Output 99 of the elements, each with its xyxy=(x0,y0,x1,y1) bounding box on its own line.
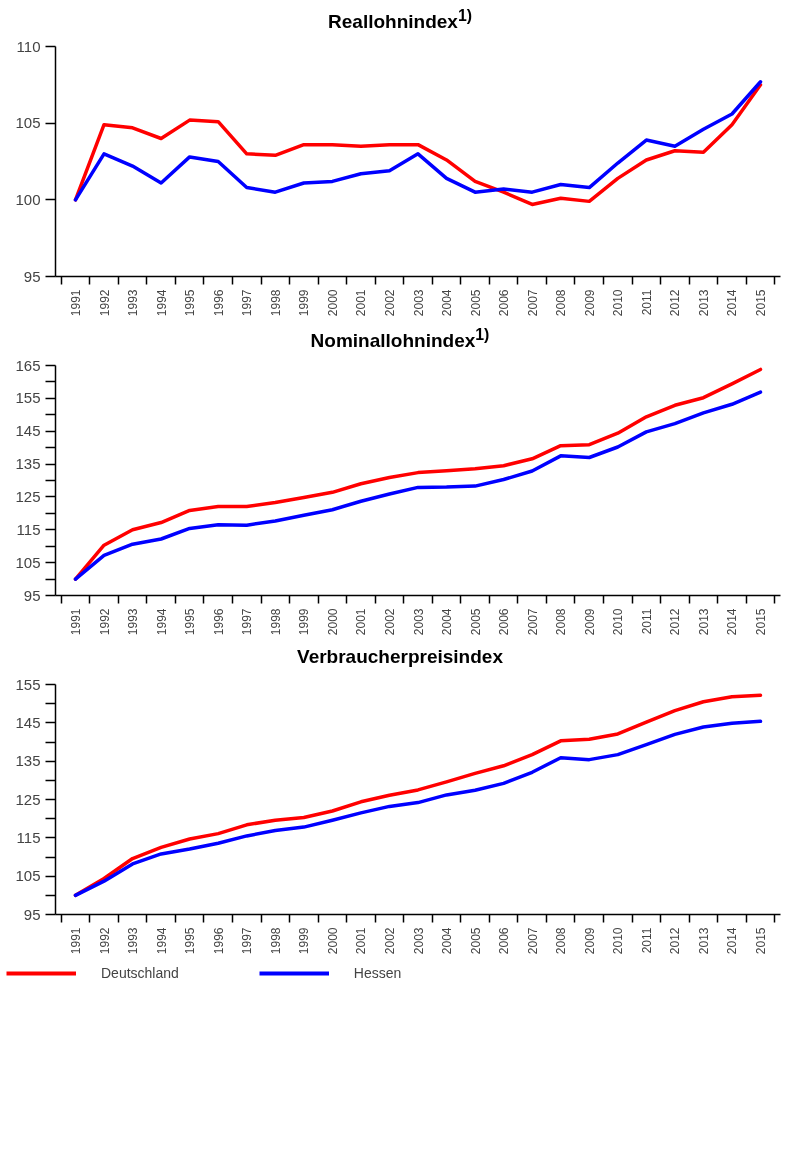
x-tick-label: 2010 xyxy=(611,608,626,636)
x-tick-label: 2007 xyxy=(525,289,540,317)
x-tick-label: 2015 xyxy=(754,608,769,636)
x-tick-label: 1994 xyxy=(154,289,169,317)
x-tick-label: 2007 xyxy=(525,608,540,636)
x-tick-label: 2009 xyxy=(582,927,597,955)
x-tick-label: 2008 xyxy=(554,608,569,636)
y-tick-label: 125 xyxy=(15,790,41,808)
x-tick-label: 1992 xyxy=(97,608,112,636)
x-tick-label: 2006 xyxy=(497,927,512,955)
x-tick-label: 1992 xyxy=(97,927,112,955)
y-tick-label: 95 xyxy=(23,905,41,923)
x-tick-label: 1996 xyxy=(211,927,226,955)
x-tick-label: 2003 xyxy=(411,289,426,317)
chart-title: Verbraucherpreisindex xyxy=(296,645,504,669)
y-tick-label: 165 xyxy=(15,356,41,374)
x-tick-label: 2011 xyxy=(639,927,654,954)
x-tick-label: 2012 xyxy=(668,289,683,317)
y-tick-label: 95 xyxy=(23,267,41,285)
x-tick-label: 2005 xyxy=(468,927,483,955)
y-tick-label: 105 xyxy=(15,867,41,885)
y-tick-label: 135 xyxy=(15,752,41,770)
x-tick-label: 2000 xyxy=(325,927,340,955)
x-tick-label: 2005 xyxy=(468,289,483,317)
x-tick-label: 2000 xyxy=(325,608,340,636)
x-tick-label: 2008 xyxy=(554,289,569,317)
x-tick-label: 2002 xyxy=(382,608,397,636)
x-tick-label: 1993 xyxy=(126,289,141,317)
x-tick-label: 2015 xyxy=(754,289,769,317)
x-tick-label: 1994 xyxy=(154,608,169,636)
x-tick-label: 2004 xyxy=(440,608,455,636)
x-tick-label: 1997 xyxy=(240,927,255,955)
x-tick-label: 1991 xyxy=(68,289,83,317)
x-tick-label: 2012 xyxy=(668,608,683,636)
x-tick-label: 1992 xyxy=(97,289,112,317)
x-tick-label: 1999 xyxy=(297,608,312,636)
x-tick-label: 2009 xyxy=(582,289,597,317)
x-tick-label: 2006 xyxy=(497,608,512,636)
x-tick-label: 2009 xyxy=(582,608,597,636)
y-tick-label: 155 xyxy=(15,389,41,407)
legend-label: Deutschland xyxy=(101,965,179,981)
y-tick-label: 100 xyxy=(15,190,41,208)
y-tick-label: 105 xyxy=(15,114,41,132)
x-tick-label: 1998 xyxy=(268,927,283,955)
x-tick-label: 1993 xyxy=(126,608,141,636)
x-tick-label: 1995 xyxy=(183,289,198,317)
x-tick-label: 1996 xyxy=(211,289,226,317)
y-tick-label: 135 xyxy=(15,455,41,473)
y-tick-label: 145 xyxy=(15,422,41,440)
x-tick-label: 1998 xyxy=(268,608,283,636)
x-tick-label: 1995 xyxy=(183,608,198,636)
x-tick-label: 2001 xyxy=(354,608,369,636)
x-tick-label: 2013 xyxy=(696,927,711,955)
x-tick-label: 2007 xyxy=(525,927,540,955)
x-tick-label: 2004 xyxy=(440,289,455,317)
chart-title: Reallohnindex$^{1)}$ xyxy=(327,6,473,35)
x-tick-label: 2002 xyxy=(382,289,397,317)
x-tick-label: 2000 xyxy=(325,289,340,317)
x-tick-label: 2011 xyxy=(639,289,654,316)
x-tick-label: 2012 xyxy=(668,927,683,955)
x-tick-label: 1997 xyxy=(240,608,255,636)
y-tick-label: 155 xyxy=(15,675,41,693)
x-tick-label: 1991 xyxy=(68,608,83,636)
x-tick-label: 2003 xyxy=(411,927,426,955)
x-tick-label: 2005 xyxy=(468,608,483,636)
x-tick-label: 1993 xyxy=(126,927,141,955)
x-tick-label: 2014 xyxy=(725,927,740,955)
x-tick-label: 2003 xyxy=(411,608,426,636)
x-tick-label: 2006 xyxy=(497,289,512,317)
x-tick-label: 2001 xyxy=(354,289,369,317)
x-tick-label: 1991 xyxy=(68,927,83,955)
y-tick-label: 125 xyxy=(15,487,41,505)
x-tick-label: 2013 xyxy=(696,608,711,636)
x-tick-label: 1999 xyxy=(297,289,312,317)
x-tick-label: 2008 xyxy=(554,927,569,955)
x-tick-label: 2013 xyxy=(696,289,711,317)
y-tick-label: 95 xyxy=(23,586,41,604)
y-tick-label: 110 xyxy=(16,37,41,55)
legend-label: Hessen xyxy=(353,965,402,981)
y-tick-label: 115 xyxy=(16,828,41,846)
y-tick-label: 145 xyxy=(15,713,41,731)
x-tick-label: 2004 xyxy=(440,927,455,955)
y-tick-label: 115 xyxy=(16,520,41,538)
x-tick-label: 2010 xyxy=(611,289,626,317)
x-tick-label: 1997 xyxy=(240,289,255,317)
x-tick-label: 2001 xyxy=(354,927,369,955)
x-tick-label: 2011 xyxy=(639,608,654,635)
x-tick-label: 2014 xyxy=(725,608,740,636)
x-tick-label: 1994 xyxy=(154,927,169,955)
x-tick-label: 2015 xyxy=(754,927,769,955)
x-tick-label: 2014 xyxy=(725,289,740,317)
x-tick-label: 1995 xyxy=(183,927,198,955)
x-tick-label: 2010 xyxy=(611,927,626,955)
x-tick-label: 2002 xyxy=(382,927,397,955)
x-tick-label: 1999 xyxy=(297,927,312,955)
y-tick-label: 105 xyxy=(15,553,41,571)
x-tick-label: 1998 xyxy=(268,289,283,317)
chart-title: Nominallohnindex$^{1)}$ xyxy=(309,325,491,354)
x-tick-label: 1996 xyxy=(211,608,226,636)
